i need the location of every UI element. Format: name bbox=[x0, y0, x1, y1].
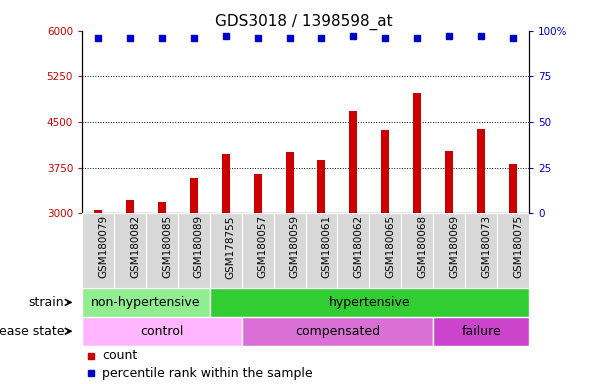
Bar bbox=[433, 317, 529, 346]
Text: GSM180061: GSM180061 bbox=[322, 215, 331, 278]
Text: GSM180085: GSM180085 bbox=[162, 215, 172, 278]
Bar bbox=[241, 317, 433, 346]
Bar bbox=[381, 130, 389, 213]
Bar bbox=[286, 152, 294, 213]
Text: GSM180068: GSM180068 bbox=[417, 215, 427, 278]
Bar bbox=[178, 213, 210, 288]
Text: failure: failure bbox=[461, 325, 501, 338]
Bar bbox=[274, 213, 306, 288]
Bar bbox=[413, 93, 421, 213]
Bar bbox=[241, 213, 274, 288]
Text: GSM180062: GSM180062 bbox=[353, 215, 364, 278]
Bar bbox=[305, 213, 337, 288]
Bar bbox=[401, 213, 433, 288]
Text: GSM180079: GSM180079 bbox=[98, 215, 108, 278]
Text: disease state: disease state bbox=[0, 325, 64, 338]
Text: strain: strain bbox=[29, 296, 64, 309]
Text: GSM180073: GSM180073 bbox=[481, 215, 491, 278]
Text: GSM180075: GSM180075 bbox=[513, 215, 523, 278]
Bar bbox=[146, 213, 178, 288]
Bar bbox=[350, 111, 358, 213]
Bar bbox=[82, 317, 241, 346]
Text: GSM180069: GSM180069 bbox=[449, 215, 459, 278]
Text: GSM180082: GSM180082 bbox=[130, 215, 140, 278]
Bar bbox=[317, 160, 325, 213]
Bar bbox=[82, 213, 114, 288]
Bar bbox=[465, 213, 497, 288]
Text: GSM180059: GSM180059 bbox=[289, 215, 300, 278]
Bar bbox=[509, 164, 517, 213]
Bar bbox=[82, 288, 210, 317]
Text: hypertensive: hypertensive bbox=[328, 296, 410, 309]
Bar bbox=[94, 210, 102, 213]
Bar bbox=[445, 151, 453, 213]
Text: GDS3018 / 1398598_at: GDS3018 / 1398598_at bbox=[215, 13, 393, 30]
Bar bbox=[210, 288, 529, 317]
Bar bbox=[370, 213, 401, 288]
Text: GSM178755: GSM178755 bbox=[226, 215, 236, 279]
Bar bbox=[497, 213, 529, 288]
Bar bbox=[337, 213, 370, 288]
Text: control: control bbox=[140, 325, 184, 338]
Bar bbox=[477, 129, 485, 213]
Text: percentile rank within the sample: percentile rank within the sample bbox=[102, 367, 313, 380]
Bar bbox=[254, 174, 261, 213]
Text: non-hypertensive: non-hypertensive bbox=[91, 296, 201, 309]
Bar bbox=[158, 202, 166, 213]
Bar bbox=[190, 178, 198, 213]
Bar bbox=[126, 200, 134, 213]
Text: GSM180057: GSM180057 bbox=[258, 215, 268, 278]
Bar bbox=[433, 213, 465, 288]
Bar bbox=[114, 213, 146, 288]
Text: count: count bbox=[102, 349, 137, 362]
Text: GSM180089: GSM180089 bbox=[194, 215, 204, 278]
Text: compensated: compensated bbox=[295, 325, 380, 338]
Bar bbox=[222, 154, 230, 213]
Text: GSM180065: GSM180065 bbox=[385, 215, 395, 278]
Bar bbox=[210, 213, 241, 288]
